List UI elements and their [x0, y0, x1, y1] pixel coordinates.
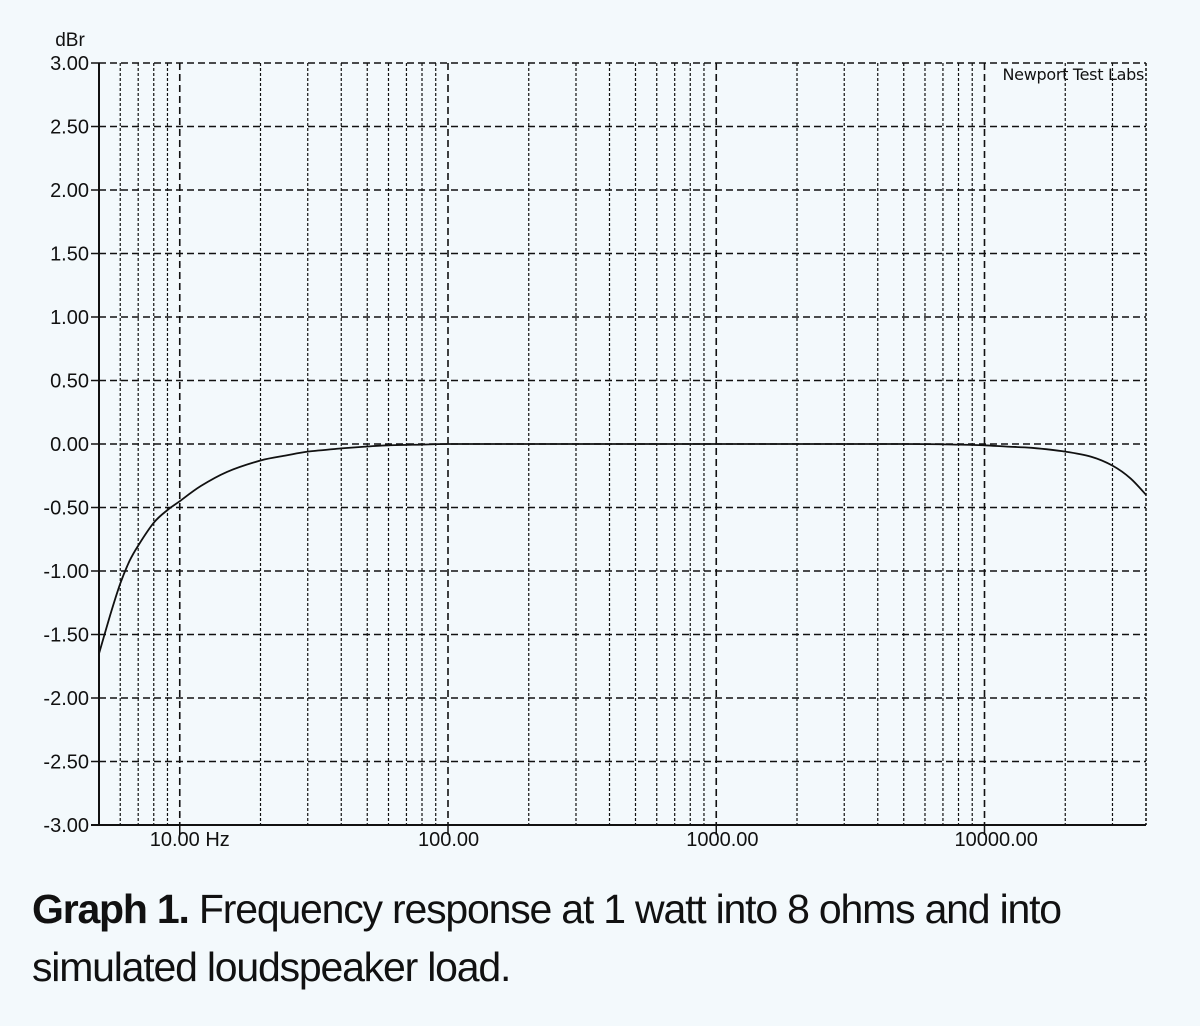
y-tick-label: 2.50: [50, 117, 89, 139]
y-tick-label: 2.00: [50, 180, 89, 202]
y-tick-label: -2.50: [43, 752, 89, 774]
y-tick-label: 3.00: [50, 53, 89, 75]
y-tick-label: 1.50: [50, 244, 89, 266]
y-tick-label: -3.00: [43, 815, 89, 837]
x-tick-label: 1000.00: [686, 829, 758, 851]
caption-label: Graph 1.: [32, 886, 190, 932]
y-tick-label: -0.50: [43, 498, 89, 520]
y-axis-unit-label: dBr: [55, 30, 85, 51]
y-tick-label: -2.00: [43, 688, 89, 710]
y-tick-label: 1.00: [50, 307, 89, 329]
x-tick-label: 10.00 Hz: [150, 829, 230, 851]
y-tick-label: 0.50: [50, 371, 89, 393]
x-tick-label: 100.00: [418, 829, 479, 851]
watermark-label: Newport Test Labs: [1003, 65, 1145, 84]
y-tick-label: -1.00: [43, 561, 89, 583]
x-tick-label: 10000.00: [954, 829, 1037, 851]
figure-caption: Graph 1. Frequency response at 1 watt in…: [32, 880, 1172, 996]
frequency-response-chart: 3.00 2.50 2.00 1.50 1.00 0.50 0.00 -0.50 -1.00 -1…: [43, 30, 1147, 851]
y-tick-label: -1.50: [43, 625, 89, 647]
caption-text: Frequency response at 1 watt into 8 ohms…: [32, 886, 1062, 990]
response-curve: [98, 443, 1147, 654]
y-tick-label: 0.00: [50, 434, 89, 456]
